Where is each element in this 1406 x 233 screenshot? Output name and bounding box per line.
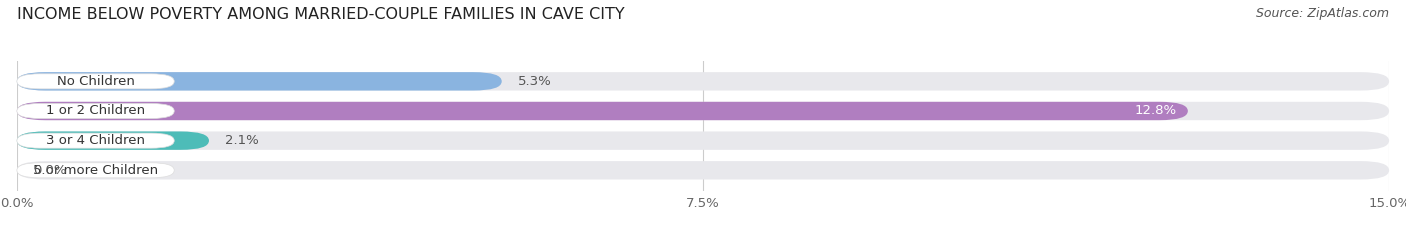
FancyBboxPatch shape (17, 163, 174, 178)
Text: Source: ZipAtlas.com: Source: ZipAtlas.com (1256, 7, 1389, 20)
FancyBboxPatch shape (17, 133, 174, 148)
Text: 2.1%: 2.1% (225, 134, 259, 147)
Text: 0.0%: 0.0% (34, 164, 67, 177)
Text: INCOME BELOW POVERTY AMONG MARRIED-COUPLE FAMILIES IN CAVE CITY: INCOME BELOW POVERTY AMONG MARRIED-COUPL… (17, 7, 624, 22)
FancyBboxPatch shape (17, 72, 502, 91)
FancyBboxPatch shape (17, 131, 209, 150)
FancyBboxPatch shape (17, 74, 174, 89)
Text: 5.3%: 5.3% (519, 75, 553, 88)
Text: 3 or 4 Children: 3 or 4 Children (46, 134, 145, 147)
Text: No Children: No Children (56, 75, 135, 88)
FancyBboxPatch shape (17, 161, 1389, 179)
FancyBboxPatch shape (17, 72, 1389, 91)
FancyBboxPatch shape (17, 103, 174, 119)
Text: 12.8%: 12.8% (1135, 104, 1177, 117)
FancyBboxPatch shape (17, 102, 1389, 120)
Text: 5 or more Children: 5 or more Children (32, 164, 157, 177)
Text: 1 or 2 Children: 1 or 2 Children (46, 104, 145, 117)
FancyBboxPatch shape (17, 102, 1188, 120)
FancyBboxPatch shape (17, 131, 1389, 150)
